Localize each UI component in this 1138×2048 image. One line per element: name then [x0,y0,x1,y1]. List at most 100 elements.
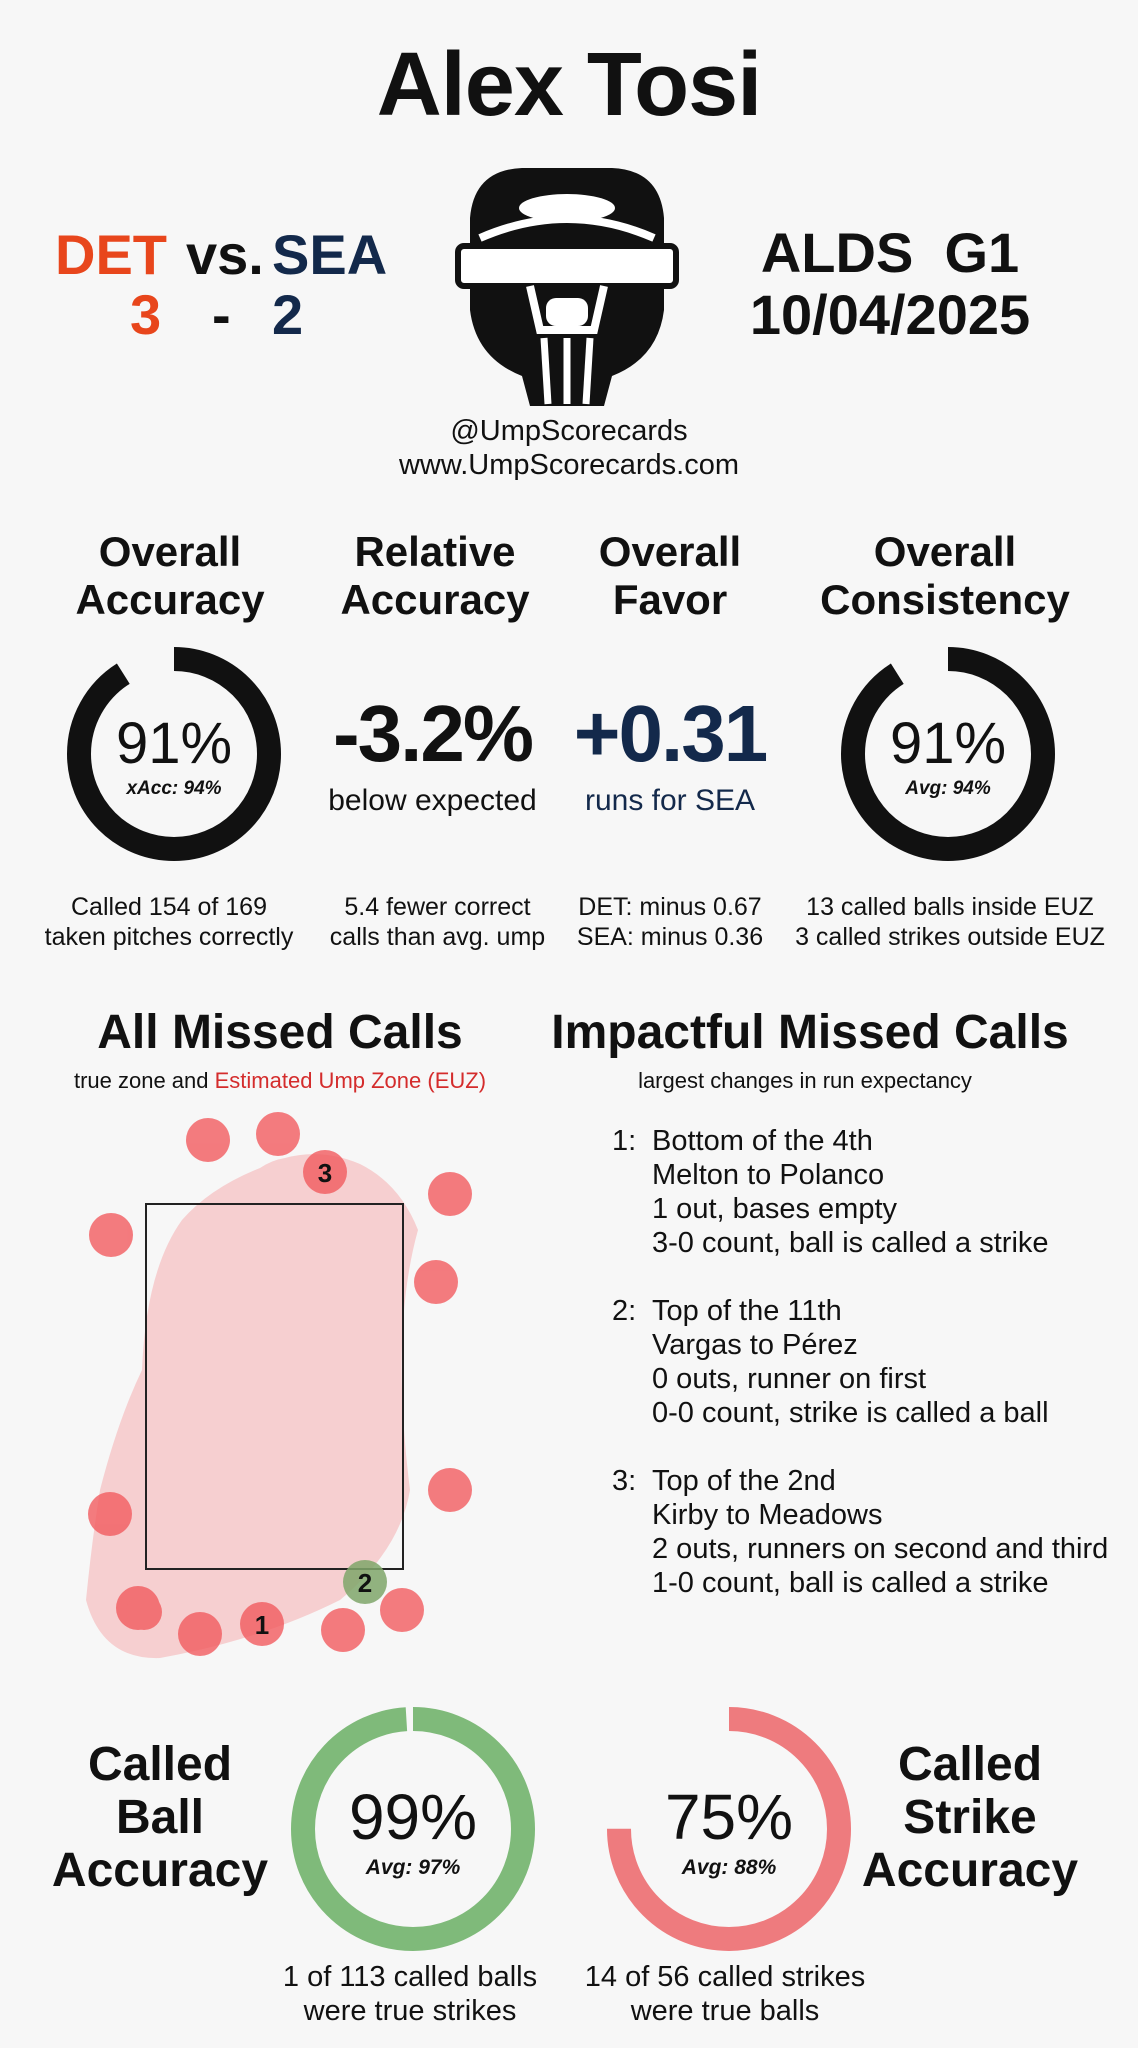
overall-favor-note-2: SEA: minus 0.36 [576,923,764,951]
impactful-call-2: 2: Top of the 11th Vargas to Pérez 0 out… [612,1294,1108,1430]
overall-favor-heading: Overall Favor [560,528,780,624]
impactful-call-1: 1: Bottom of the 4th Melton to Polanco 1… [612,1124,1108,1260]
relative-accuracy-heading: Relative Accuracy [305,528,565,624]
missed-call-dot [240,1602,284,1646]
series-label: ALDS [760,221,914,284]
missed-call-dot [428,1172,472,1216]
overall-accuracy-ring [67,647,281,861]
strike-accuracy-ring [607,1707,851,1951]
call-2-situation: 0 outs, runner on first [652,1363,927,1395]
strike-accuracy-sub: Avg: 88% [681,1856,777,1879]
overall-favor-sub: runs for SEA [584,784,756,817]
ball-accuracy-ring [291,1707,535,1951]
missed-calls-subtitle: true zone and Estimated Ump Zone (EUZ) [20,1068,540,1094]
overall-accuracy-value: 91% [115,711,233,776]
strike-zone [145,1203,404,1570]
strike-accuracy-title-2: Strike [903,1791,1037,1844]
missed-calls-title: All Missed Calls [97,1006,463,1059]
relative-accuracy-value: -3.2% [333,689,534,778]
missed-call-dot-2 [343,1560,387,1604]
missed-call-dot [88,1492,132,1536]
impactful-call-3: 3: Top of the 2nd Kirby to Meadows 2 out… [612,1464,1108,1600]
impactful-calls-subtitle: largest changes in run expectancy [638,1068,972,1093]
call-1-count: 3-0 count, ball is called a strike [652,1227,1049,1259]
overall-favor-note-1: DET: minus 0.67 [578,893,762,921]
strike-accuracy-note: 14 of 56 called strikes were true balls [560,1960,890,2028]
missed-call-dot [414,1260,458,1304]
missed-calls-subtitle-1: true zone and [73,1068,209,1093]
home-team-score: 3 [130,283,162,346]
call-label-3: 3 [318,1158,332,1188]
call-2-count: 0-0 count, strike is called a ball [652,1397,1049,1429]
missed-calls-subtitle-2: Estimated Ump Zone (EUZ) [214,1068,487,1093]
strike-accuracy-value: 75% [664,1781,794,1853]
overall-consistency-heading: Overall Consistency [790,528,1100,624]
call-1-matchup: Melton to Polanco [652,1159,885,1191]
relative-accuracy-note-2: calls than avg. ump [329,923,546,951]
overall-consistency-note-1: 13 called balls inside EUZ [806,893,1094,921]
relative-accuracy-title-1: Relative [354,528,516,575]
strike-accuracy-title-3: Accuracy [861,1844,1079,1897]
twitter-handle[interactable]: @UmpScorecards [450,415,688,447]
missed-call-dot [380,1588,424,1632]
umpire-name: Alex Tosi [376,35,762,135]
ball-accuracy-value: 99% [348,1781,478,1853]
overall-consistency-note: 13 called balls inside EUZ 3 called stri… [780,892,1120,952]
strike-accuracy-note-2: were true balls [630,1995,820,2027]
call-1-situation: 1 out, bases empty [652,1193,898,1225]
game-info: ALDS G1 10/04/2025 [700,222,1080,346]
missed-calls-plot: 3 2 1 [86,1112,472,1659]
call-label-1: 1 [255,1610,269,1640]
ball-accuracy-note: 1 of 113 called balls were true strikes [250,1960,570,2028]
impactful-calls-title: Impactful Missed Calls [551,1006,1069,1059]
score-dash: - [212,283,231,346]
call-2-number: 2: [612,1295,637,1327]
ball-accuracy-title-3: Accuracy [51,1844,269,1897]
missed-call-dot [89,1213,133,1257]
overall-accuracy-note-2: taken pitches correctly [44,923,294,951]
call-1-inning: Bottom of the 4th [652,1125,873,1157]
overall-favor-title-1: Overall [598,528,742,575]
ball-accuracy-title-2: Ball [115,1791,205,1844]
strike-accuracy-heading: Called Strike Accuracy [850,1738,1090,1897]
relative-accuracy-title-2: Accuracy [340,576,530,623]
game-date: 10/04/2025 [749,283,1031,346]
overall-favor-value: +0.31 [573,689,768,778]
missed-call-dot [321,1608,365,1652]
ball-accuracy-note-2: were true strikes [303,1995,517,2027]
ball-accuracy-title-1: Called [87,1738,233,1791]
strike-accuracy-title-1: Called [897,1738,1043,1791]
overall-consistency-title-2: Consistency [820,576,1070,623]
website-link[interactable]: www.UmpScorecards.com [398,449,740,481]
call-3-count: 1-0 count, ball is called a strike [652,1567,1049,1599]
call-3-situation: 2 outs, runners on second and third [652,1533,1109,1565]
vs-label: vs. [186,223,264,286]
home-team-abbr: DET [55,223,167,286]
ball-accuracy-note-1: 1 of 113 called balls [282,1961,538,1993]
overall-accuracy-note: Called 154 of 169 taken pitches correctl… [24,892,314,952]
call-label-2: 2 [358,1568,372,1598]
umpire-mask-icon [455,168,679,406]
overall-accuracy-heading: Overall Accuracy [40,528,300,624]
call-2-matchup: Vargas to Pérez [652,1329,858,1361]
overall-favor-note: DET: minus 0.67 SEA: minus 0.36 [560,892,780,952]
overall-consistency-note-2: 3 called strikes outside EUZ [795,923,1105,951]
overall-consistency-title-1: Overall [873,528,1017,575]
overall-consistency-sub: Avg: 94% [905,778,991,799]
missed-call-dot [428,1468,472,1512]
impactful-calls-list: 1: Bottom of the 4th Melton to Polanco 1… [612,1124,1108,1634]
call-3-matchup: Kirby to Meadows [652,1499,883,1531]
call-3-number: 3: [612,1465,637,1497]
missed-call-dot [303,1150,347,1194]
missed-call-dot [256,1112,300,1156]
euz-region [86,1154,418,1659]
overall-accuracy-title-1: Overall [98,528,242,575]
game-number: G1 [944,221,1020,284]
away-team-abbr: SEA [272,223,388,286]
social-handles: @UmpScorecards www.UmpScorecards.com [0,414,1138,482]
away-team-score: 2 [272,283,304,346]
strike-accuracy-note-1: 14 of 56 called strikes [584,1961,866,1993]
overall-accuracy-title-2: Accuracy [75,576,265,623]
relative-accuracy-sub: below expected [328,784,537,817]
missed-call-dot [178,1612,222,1656]
